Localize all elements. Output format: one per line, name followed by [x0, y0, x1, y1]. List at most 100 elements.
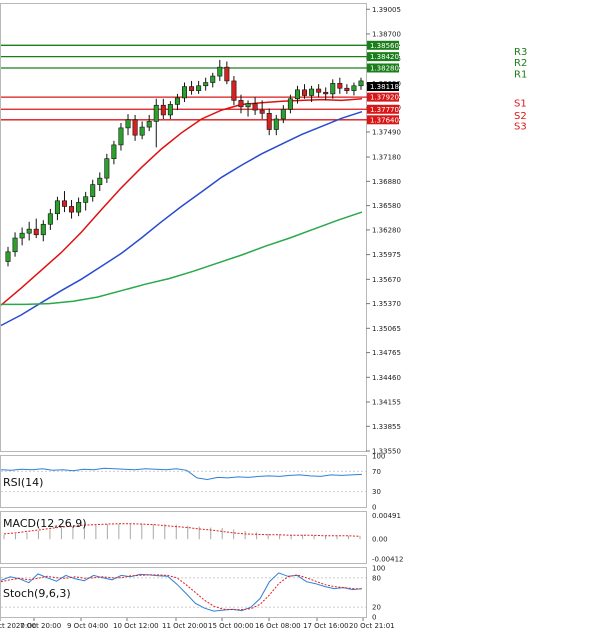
y-tick-label: 1.33855 [372, 423, 401, 431]
support-resistance-levels: 1.38560 R3 1.38420 R2 1.38280 R1 1.37920 S1 1.37… [1, 40, 527, 132]
level-name-s3: S3 [514, 121, 527, 132]
x-tick-label: 11 Oct 20:00 [162, 622, 208, 630]
moving-average-line-0 [0, 97, 363, 306]
level-name-s2: S2 [514, 111, 527, 122]
candle-up [182, 86, 188, 99]
candle-up [125, 119, 131, 129]
rsi-line [0, 467, 363, 481]
x-tick-label: 10 Oct 12:00 [113, 622, 159, 630]
rsi-tick-label: 30 [372, 488, 381, 496]
level-name-s1: S1 [514, 99, 527, 110]
stoch-title: Stoch(9,6,3) [3, 587, 71, 600]
x-tick-label: 7 Oct 20:00 [20, 622, 61, 630]
rsi-tick-label: 100 [372, 453, 385, 461]
y-tick-label: 1.36580 [372, 202, 401, 210]
stoch-tick-label: 20 [372, 604, 381, 612]
candle-up [280, 108, 286, 120]
candle-down [231, 80, 237, 101]
moving-averages [0, 97, 363, 327]
candle-down [160, 104, 166, 116]
y-tick-label: 1.36880 [372, 178, 401, 186]
candle-up [83, 196, 89, 203]
candle-up [351, 85, 357, 91]
candle-up [358, 80, 364, 87]
y-tick-label: 1.37180 [372, 154, 401, 162]
level-name-r1: R1 [514, 69, 527, 80]
x-tick-label: 17 Oct 16:00 [303, 622, 349, 630]
y-tick-label: 1.34460 [372, 374, 401, 382]
current-price-box [367, 82, 399, 91]
current-price-tag: 1.38118 [367, 82, 399, 91]
candle-down [132, 119, 138, 136]
y-tick-label: 1.37490 [372, 128, 401, 136]
candle-up [97, 177, 103, 185]
stoch-signal-line [0, 574, 363, 611]
candlestick-series [5, 59, 364, 267]
y-tick-label: 1.35670 [372, 276, 401, 284]
level-price-label: 1.38280 [370, 64, 399, 72]
rsi-title: RSI(14) [3, 476, 43, 489]
stoch-tick-label: 0 [372, 614, 376, 622]
level-price-label: 1.37640 [370, 116, 399, 124]
candle-down [224, 66, 230, 82]
candle-down [33, 228, 39, 236]
y-tick-label: 1.35370 [372, 300, 401, 308]
x-tick-label: 6 Oct 2020:00 [0, 622, 36, 630]
candle-up [330, 83, 336, 95]
y-tick-label: 1.33550 [372, 448, 401, 456]
candle-up [5, 251, 11, 262]
candle-down [266, 113, 272, 130]
candle-up [153, 104, 159, 122]
candle-down [323, 91, 329, 95]
candle-up [210, 75, 216, 83]
candle-up [118, 127, 124, 146]
rsi-panel: 100 70 30 0 [0, 453, 385, 512]
candle-up [111, 144, 117, 159]
level-price-box [367, 92, 399, 102]
level-price-box [367, 40, 399, 50]
candle-up [26, 228, 32, 234]
macd-tick-label: 0.00491 [372, 512, 401, 520]
candle-down [189, 86, 195, 91]
candle-down [238, 100, 244, 108]
moving-average-line-2 [1, 211, 363, 306]
macd-signal-line [3, 523, 361, 537]
candle-up [287, 98, 293, 110]
level-price-label: 1.37770 [370, 106, 399, 114]
y-tick-label: 1.34155 [372, 399, 401, 407]
y-tick-label: 1.35975 [372, 251, 401, 259]
candle-up [174, 97, 180, 105]
candle-up [217, 66, 223, 77]
macd-panel: 0.00491 0.00 -0.00412 [3, 512, 403, 564]
macd-tick-label: -0.00412 [372, 556, 403, 564]
x-tick-label: 20 Oct 21:01 [349, 622, 395, 630]
candle-up [146, 121, 152, 128]
candle-up [47, 213, 53, 225]
candle-down [69, 206, 75, 213]
macd-tick-label: 0.00 [372, 536, 388, 544]
candle-up [203, 82, 209, 87]
candle-up [273, 118, 279, 130]
stoch-tick-label: 100 [372, 565, 385, 573]
stoch-tick-label: 80 [372, 574, 381, 582]
y-tick-label: 1.34765 [372, 349, 401, 357]
main-panel-frame [0, 3, 367, 452]
candle-up [54, 200, 60, 215]
moving-average-line-1 [0, 110, 363, 327]
candle-up [76, 202, 82, 213]
candle-down [344, 87, 350, 91]
candle-down [61, 200, 67, 207]
candle-up [90, 184, 96, 198]
level-price-label: 1.38420 [370, 53, 399, 61]
candle-down [337, 83, 343, 89]
y-tick-label: 1.39005 [372, 6, 401, 14]
y-tick-label: 1.38700 [372, 30, 401, 38]
x-tick-label: 16 Oct 08:00 [255, 622, 301, 630]
candle-up [104, 158, 110, 179]
candle-up [167, 104, 173, 116]
x-axis: 6 Oct 2020:007 Oct 20:00 9 Oct 04:00 10 Oc… [0, 618, 395, 630]
level-price-box [367, 52, 399, 62]
